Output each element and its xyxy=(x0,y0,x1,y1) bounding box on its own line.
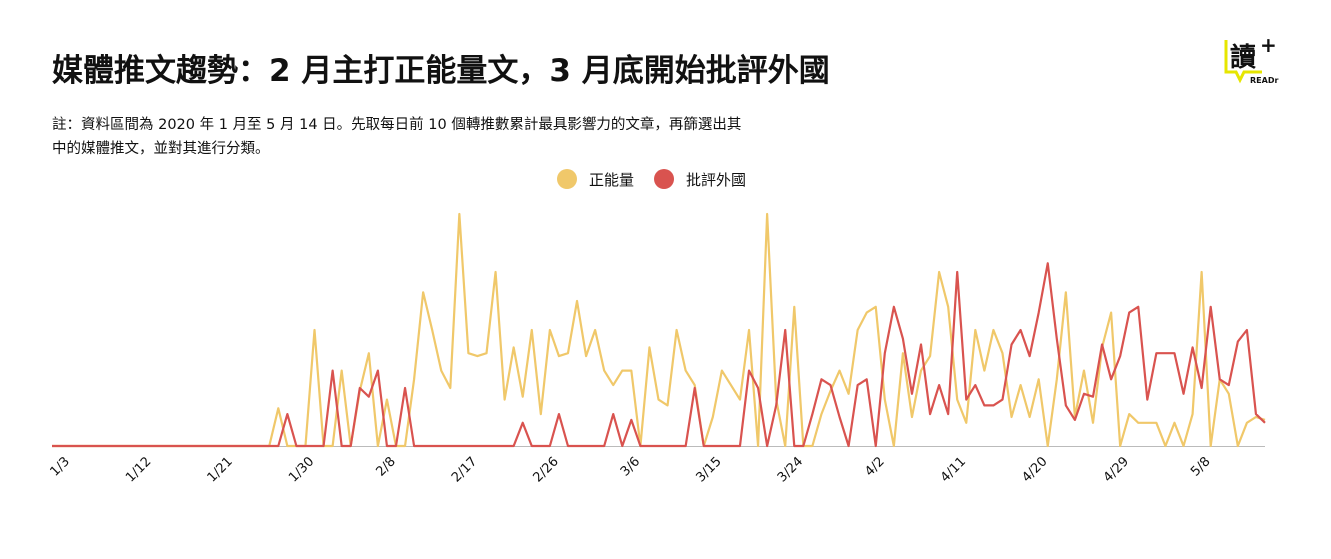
x-tick-label: 2/8 xyxy=(373,454,398,479)
logo-name: READr xyxy=(1250,76,1278,85)
x-tick-label: 4/29 xyxy=(1101,454,1132,485)
series-line xyxy=(52,212,1266,448)
legend-label: 批評外國 xyxy=(686,171,746,189)
x-tick-label: 4/11 xyxy=(938,454,969,485)
x-tick-label: 3/24 xyxy=(775,454,806,485)
subtitle: 註：資料區間為 2020 年 1 月至 5 月 14 日。先取每日前 10 個轉… xyxy=(52,115,741,133)
subtitle: 中的媒體推文，並對其進行分類。 xyxy=(52,140,270,157)
x-tick-label: 5/8 xyxy=(1188,454,1213,479)
legend-swatch xyxy=(654,169,675,189)
chart-title: 媒體推文趨勢：2 月主打正能量文，3 月底開始批評外國 xyxy=(52,53,830,89)
x-tick-label: 1/3 xyxy=(48,454,73,479)
x-tick-label: 4/2 xyxy=(862,454,887,479)
x-tick-label: 2/17 xyxy=(449,454,480,485)
logo-plus: + xyxy=(1260,33,1277,57)
series-line xyxy=(52,262,1266,448)
x-tick-label: 3/15 xyxy=(693,454,724,485)
logo: 讀 + READr xyxy=(1224,33,1278,85)
logo-mark: 讀 xyxy=(1230,43,1256,73)
legend-label: 正能量 xyxy=(589,171,634,189)
legend-swatch xyxy=(557,169,577,189)
x-tick-label: 1/30 xyxy=(286,454,317,485)
logo-frame xyxy=(1224,40,1262,84)
x-tick-label: 2/26 xyxy=(530,454,561,485)
x-tick-label: 4/20 xyxy=(1019,454,1050,485)
x-tick-label: 1/21 xyxy=(205,454,236,485)
x-tick-label: 1/12 xyxy=(123,454,154,485)
x-tick-label: 3/6 xyxy=(618,454,643,479)
